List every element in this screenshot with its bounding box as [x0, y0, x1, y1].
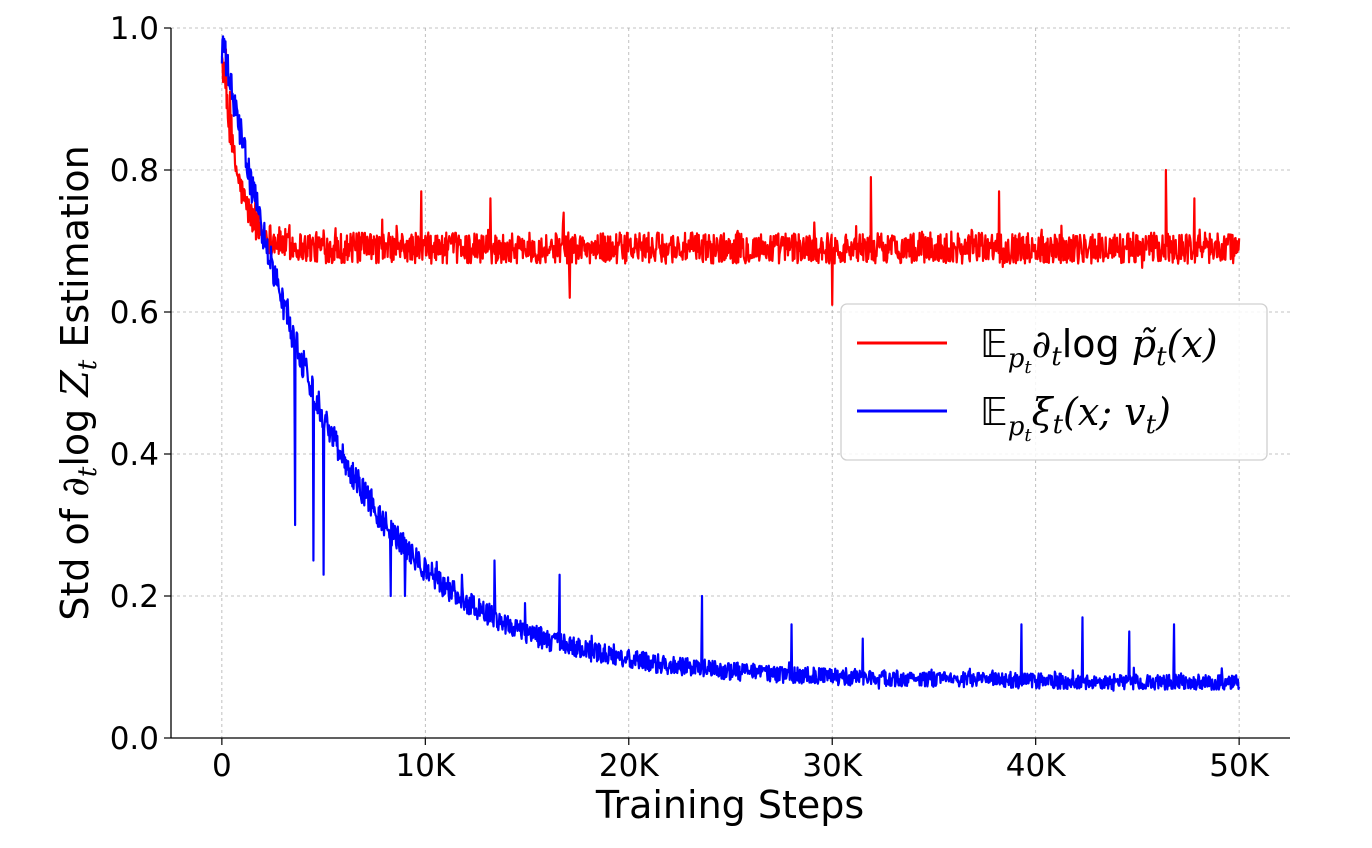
y-tick-label: 1.0 — [110, 11, 159, 47]
series-line-blue — [220, 35, 1241, 692]
x-tick-label: 0 — [212, 748, 232, 784]
y-tick-label: 0.6 — [110, 295, 159, 331]
x-tick-label: 20K — [599, 748, 659, 784]
x-tick-label: 10K — [395, 748, 455, 784]
y-tick-label: 0.8 — [110, 153, 159, 189]
x-tick-label: 30K — [802, 748, 862, 784]
legend-box — [840, 303, 1268, 461]
legend: 𝔼pt∂tlog p̃t(x) 𝔼ptξt(x; vt) — [840, 303, 1268, 461]
x-axis-title: Training Steps — [595, 783, 864, 827]
x-tick-label: 40K — [1006, 748, 1066, 784]
y-axis-title-prefix: Std of — [53, 497, 97, 621]
x-tick-label: 50K — [1209, 748, 1269, 784]
legend-label-blue: 𝔼ptξt(x; vt) — [980, 390, 1171, 446]
y-tick-label: 0.0 — [110, 721, 159, 757]
series-line-red — [220, 48, 1241, 306]
ticks: 0 10K 20K 30K 40K 50K 0.0 0.2 0.4 0.6 0.8 1.0 — [110, 11, 1270, 784]
series-layer — [220, 35, 1241, 692]
legend-label-red: 𝔼pt∂tlog p̃t(x) — [980, 322, 1218, 378]
y-tick-label: 0.4 — [110, 437, 159, 473]
axes — [170, 28, 1290, 739]
y-tick-label: 0.2 — [110, 579, 159, 615]
y-axis-title: Std of ∂tlog Zt Estimation — [53, 145, 103, 620]
